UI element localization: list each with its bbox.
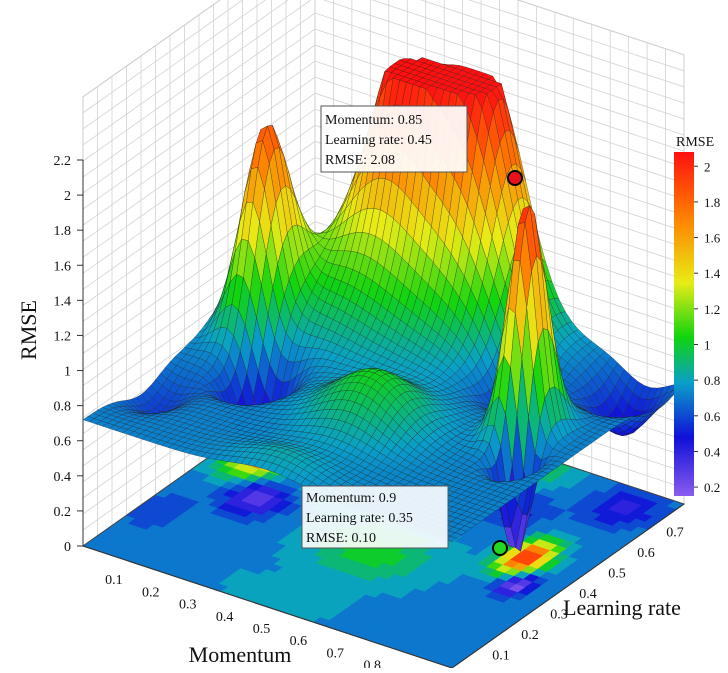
x-tick-label: 0.1: [105, 573, 123, 588]
colorbar-tick-label: 1.6: [704, 231, 721, 246]
z-tick-label: 0.6: [54, 435, 72, 450]
x-axis-label: Momentum: [189, 642, 292, 667]
annotation-peak-line-1: Momentum: 0.85: [325, 113, 422, 128]
z-tick-label: 0.2: [54, 505, 72, 520]
z-tick-label: 1.8: [54, 224, 72, 239]
x-tick-label: 0.5: [253, 622, 271, 637]
z-tick-label: 2.2: [54, 154, 72, 169]
x-tick-label: 0.2: [142, 585, 160, 600]
annotation-min: Momentum: 0.9 Learning rate: 0.35 RMSE: …: [302, 486, 448, 548]
z-tick-label: 1.4: [54, 294, 72, 309]
peak-marker: [508, 171, 522, 185]
annotation-min-line-2: Learning rate: 0.35: [306, 511, 413, 526]
y-axis-label: Learning rate: [563, 595, 681, 620]
colorbar-tick-label: 0.8: [704, 373, 720, 388]
y-tick-label: 0.7: [666, 526, 684, 541]
colorbar-tick-label: 1.4: [704, 266, 721, 281]
x-tick-label: 0.4: [216, 610, 234, 625]
colorbar-gradient: [674, 152, 694, 496]
annotation-min-line-1: Momentum: 0.9: [306, 491, 396, 506]
colorbar: RMSE 0.2 0.4 0.6 0.8 1 1.2 1.4 1.6 1.8 2: [674, 135, 721, 496]
colorbar-tick-label: 1.8: [704, 195, 720, 210]
colorbar-tick-label: 0.2: [704, 480, 720, 495]
colorbar-tick-label: 1: [704, 337, 711, 352]
z-tick-label: 1.2: [54, 329, 72, 344]
annotation-min-line-3: RMSE: 0.10: [306, 531, 376, 546]
annotation-peak-line-2: Learning rate: 0.45: [325, 133, 432, 148]
colorbar-title: RMSE: [676, 135, 714, 150]
min-marker: [493, 541, 507, 555]
z-axis-ticks: 0 0.2 0.4 0.6 0.8 1 1.2 1.4 1.6 1.8 2 2.2: [54, 154, 84, 555]
colorbar-tick-label: 0.4: [704, 444, 721, 459]
x-tick-label: 0.6: [290, 634, 308, 649]
y-tick-label: 0.2: [521, 628, 539, 643]
annotation-peak: Momentum: 0.85 Learning rate: 0.45 RMSE:…: [321, 106, 467, 172]
z-tick-label: 1: [64, 365, 71, 380]
x-tick-label: 0.8: [363, 659, 381, 668]
colorbar-tick-label: 0.6: [704, 409, 721, 424]
x-tick-label: 0.7: [327, 646, 345, 661]
z-tick-label: 1.6: [54, 259, 72, 274]
z-tick-label: 0.4: [54, 470, 72, 485]
y-tick-label: 0.5: [608, 567, 626, 582]
y-tick-label: 0.6: [637, 546, 655, 561]
y-tick-label: 0.1: [492, 649, 510, 664]
colorbar-ticks: 0.2 0.4 0.6 0.8 1 1.2 1.4 1.6 1.8 2: [694, 159, 721, 495]
z-axis-label: RMSE: [16, 300, 41, 360]
z-tick-label: 2: [64, 189, 71, 204]
colorbar-tick-label: 1.2: [704, 302, 720, 317]
z-tick-label: 0: [64, 540, 71, 555]
annotation-peak-line-3: RMSE: 2.08: [325, 153, 395, 168]
colorbar-tick-label: 2: [704, 159, 711, 174]
z-tick-label: 0.8: [54, 400, 72, 415]
x-tick-label: 0.3: [179, 598, 197, 613]
